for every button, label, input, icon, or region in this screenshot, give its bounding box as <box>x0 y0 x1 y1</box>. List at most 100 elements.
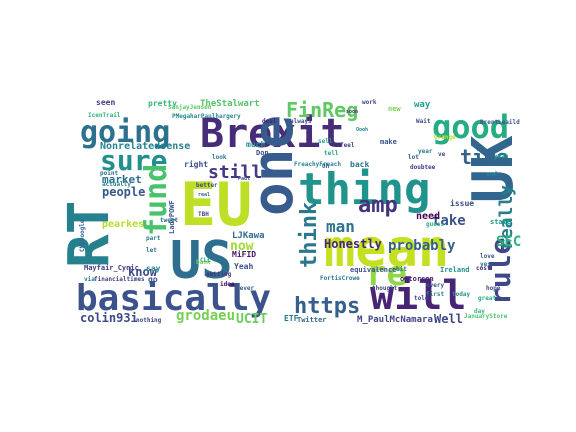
word-ireland: Ireland <box>440 266 470 274</box>
word-will: will <box>370 273 466 319</box>
word-ladypowf: LadyPOWF <box>168 200 176 234</box>
word-fund: fund <box>139 164 174 236</box>
word-right: right <box>184 159 208 169</box>
word-tweet: tweet <box>160 217 178 224</box>
word-great: great <box>478 295 496 302</box>
word-oooh: Oooh <box>356 127 368 133</box>
word-oh: Oh <box>322 163 330 170</box>
word-new: new <box>388 105 401 113</box>
word-paul: Paul <box>238 176 250 182</box>
word-doubtee: doubtee <box>410 164 436 171</box>
word-mifid: MiFID <box>232 249 256 259</box>
word-end: end <box>486 171 497 178</box>
word-now: now <box>230 239 254 254</box>
word-m-paulmcnamara: M_PaulMcNamara <box>357 315 433 325</box>
word-people: people <box>102 185 145 199</box>
word-financialtimes: financialtimes <box>94 276 145 283</box>
word-probably: probably <box>388 238 456 254</box>
word-rt: RT <box>57 201 122 268</box>
word-sure: sure <box>100 144 167 177</box>
word-told: told <box>414 295 429 302</box>
word-rule: rule <box>484 238 517 305</box>
word-man: man <box>326 217 355 236</box>
word-bank: bank <box>196 259 211 266</box>
word-really: really <box>496 185 517 250</box>
word-nonrelatedsense: Nonrelatedsense <box>100 141 190 152</box>
word-cost: cost <box>476 265 491 272</box>
word-better: better <box>196 182 218 189</box>
word-uk: UK <box>461 135 526 203</box>
word-https: https <box>294 294 360 319</box>
word-time: time <box>460 145 508 169</box>
word-issue: issue <box>450 198 474 208</box>
word-grodaeu: grodaeu <box>176 308 235 324</box>
word-sanjayjensen: SanjayJensen <box>168 104 212 111</box>
word-sell: sell <box>318 138 333 145</box>
word-back: back <box>350 160 369 169</box>
word-idea: idea <box>220 281 235 288</box>
word-need: need <box>416 211 440 222</box>
word-freachyfreach: FreachyFreach <box>294 161 341 168</box>
word-via: via <box>84 276 95 283</box>
word-etf: ETF <box>284 314 299 323</box>
word-pearkes: pearkes <box>102 219 144 230</box>
word-finreg: FinReg <box>286 98 358 122</box>
word-way: way <box>414 100 431 110</box>
word-guess: guess <box>426 221 444 228</box>
word-state: state <box>490 218 511 226</box>
word-yeah: yeah <box>494 153 509 160</box>
word-day: day <box>474 308 485 315</box>
word-go: go <box>148 275 158 284</box>
word-mean: mean <box>324 219 449 279</box>
word-always: always <box>290 118 312 125</box>
word-yes: yes <box>480 261 491 268</box>
word-today: today <box>452 291 470 298</box>
word-icentrail: IcenTrail <box>88 112 121 119</box>
word-tbh: TBH <box>198 211 209 218</box>
word-real: real <box>198 192 210 198</box>
word-cll: CLL <box>200 257 211 264</box>
word-thing: thing <box>298 164 430 215</box>
word-pretty: pretty <box>148 99 177 108</box>
word-wait: Wait <box>416 118 431 125</box>
word-never: never <box>236 285 254 292</box>
word-much: much <box>246 140 265 149</box>
word-us: US <box>170 231 233 291</box>
word-twitter: Twitter <box>297 316 327 324</box>
word-year: year <box>418 148 433 155</box>
word-know: know <box>128 265 158 279</box>
word-thestalwart: TheStalwart <box>200 99 260 109</box>
word-ljkawa: LJKawa <box>232 231 265 241</box>
word-let: let <box>146 247 157 254</box>
word-feel: feel <box>340 142 355 149</box>
word-ottorson: ottorson <box>400 275 434 283</box>
word-think: think <box>297 202 322 268</box>
word-mayfair-cynic: Mayfair_Cynic <box>84 264 139 272</box>
word-love: love <box>480 253 495 260</box>
word-cmbdoogle: CMbDoogle <box>79 219 86 252</box>
word-januarystore: JanuaryStore <box>464 313 508 320</box>
word-brexit: Brexit <box>200 111 345 157</box>
word-look: look <box>212 154 227 161</box>
word-orange: Orange <box>434 134 456 141</box>
word-hope: hope <box>486 285 501 292</box>
word-every: every <box>426 282 444 289</box>
word-re: re <box>366 254 407 294</box>
word-seen: seen <box>96 98 115 107</box>
word-first: first <box>426 291 444 298</box>
word-eu: EU <box>180 170 252 240</box>
word-amp: amp <box>358 193 398 218</box>
word-honestly: Honestly <box>324 237 382 251</box>
word-good: good <box>432 108 509 146</box>
word-ve: ve <box>438 151 446 158</box>
word-market: market <box>102 173 142 186</box>
word-one: one <box>241 115 306 216</box>
word-basically: basically <box>76 278 271 319</box>
word-going: going <box>80 115 170 150</box>
word-nothing: nothing <box>136 317 162 324</box>
word-soon: soon <box>346 109 358 115</box>
word-ucit: UCIT <box>236 312 267 327</box>
word-say: say <box>146 264 161 273</box>
word-thought: thought <box>372 285 398 292</box>
